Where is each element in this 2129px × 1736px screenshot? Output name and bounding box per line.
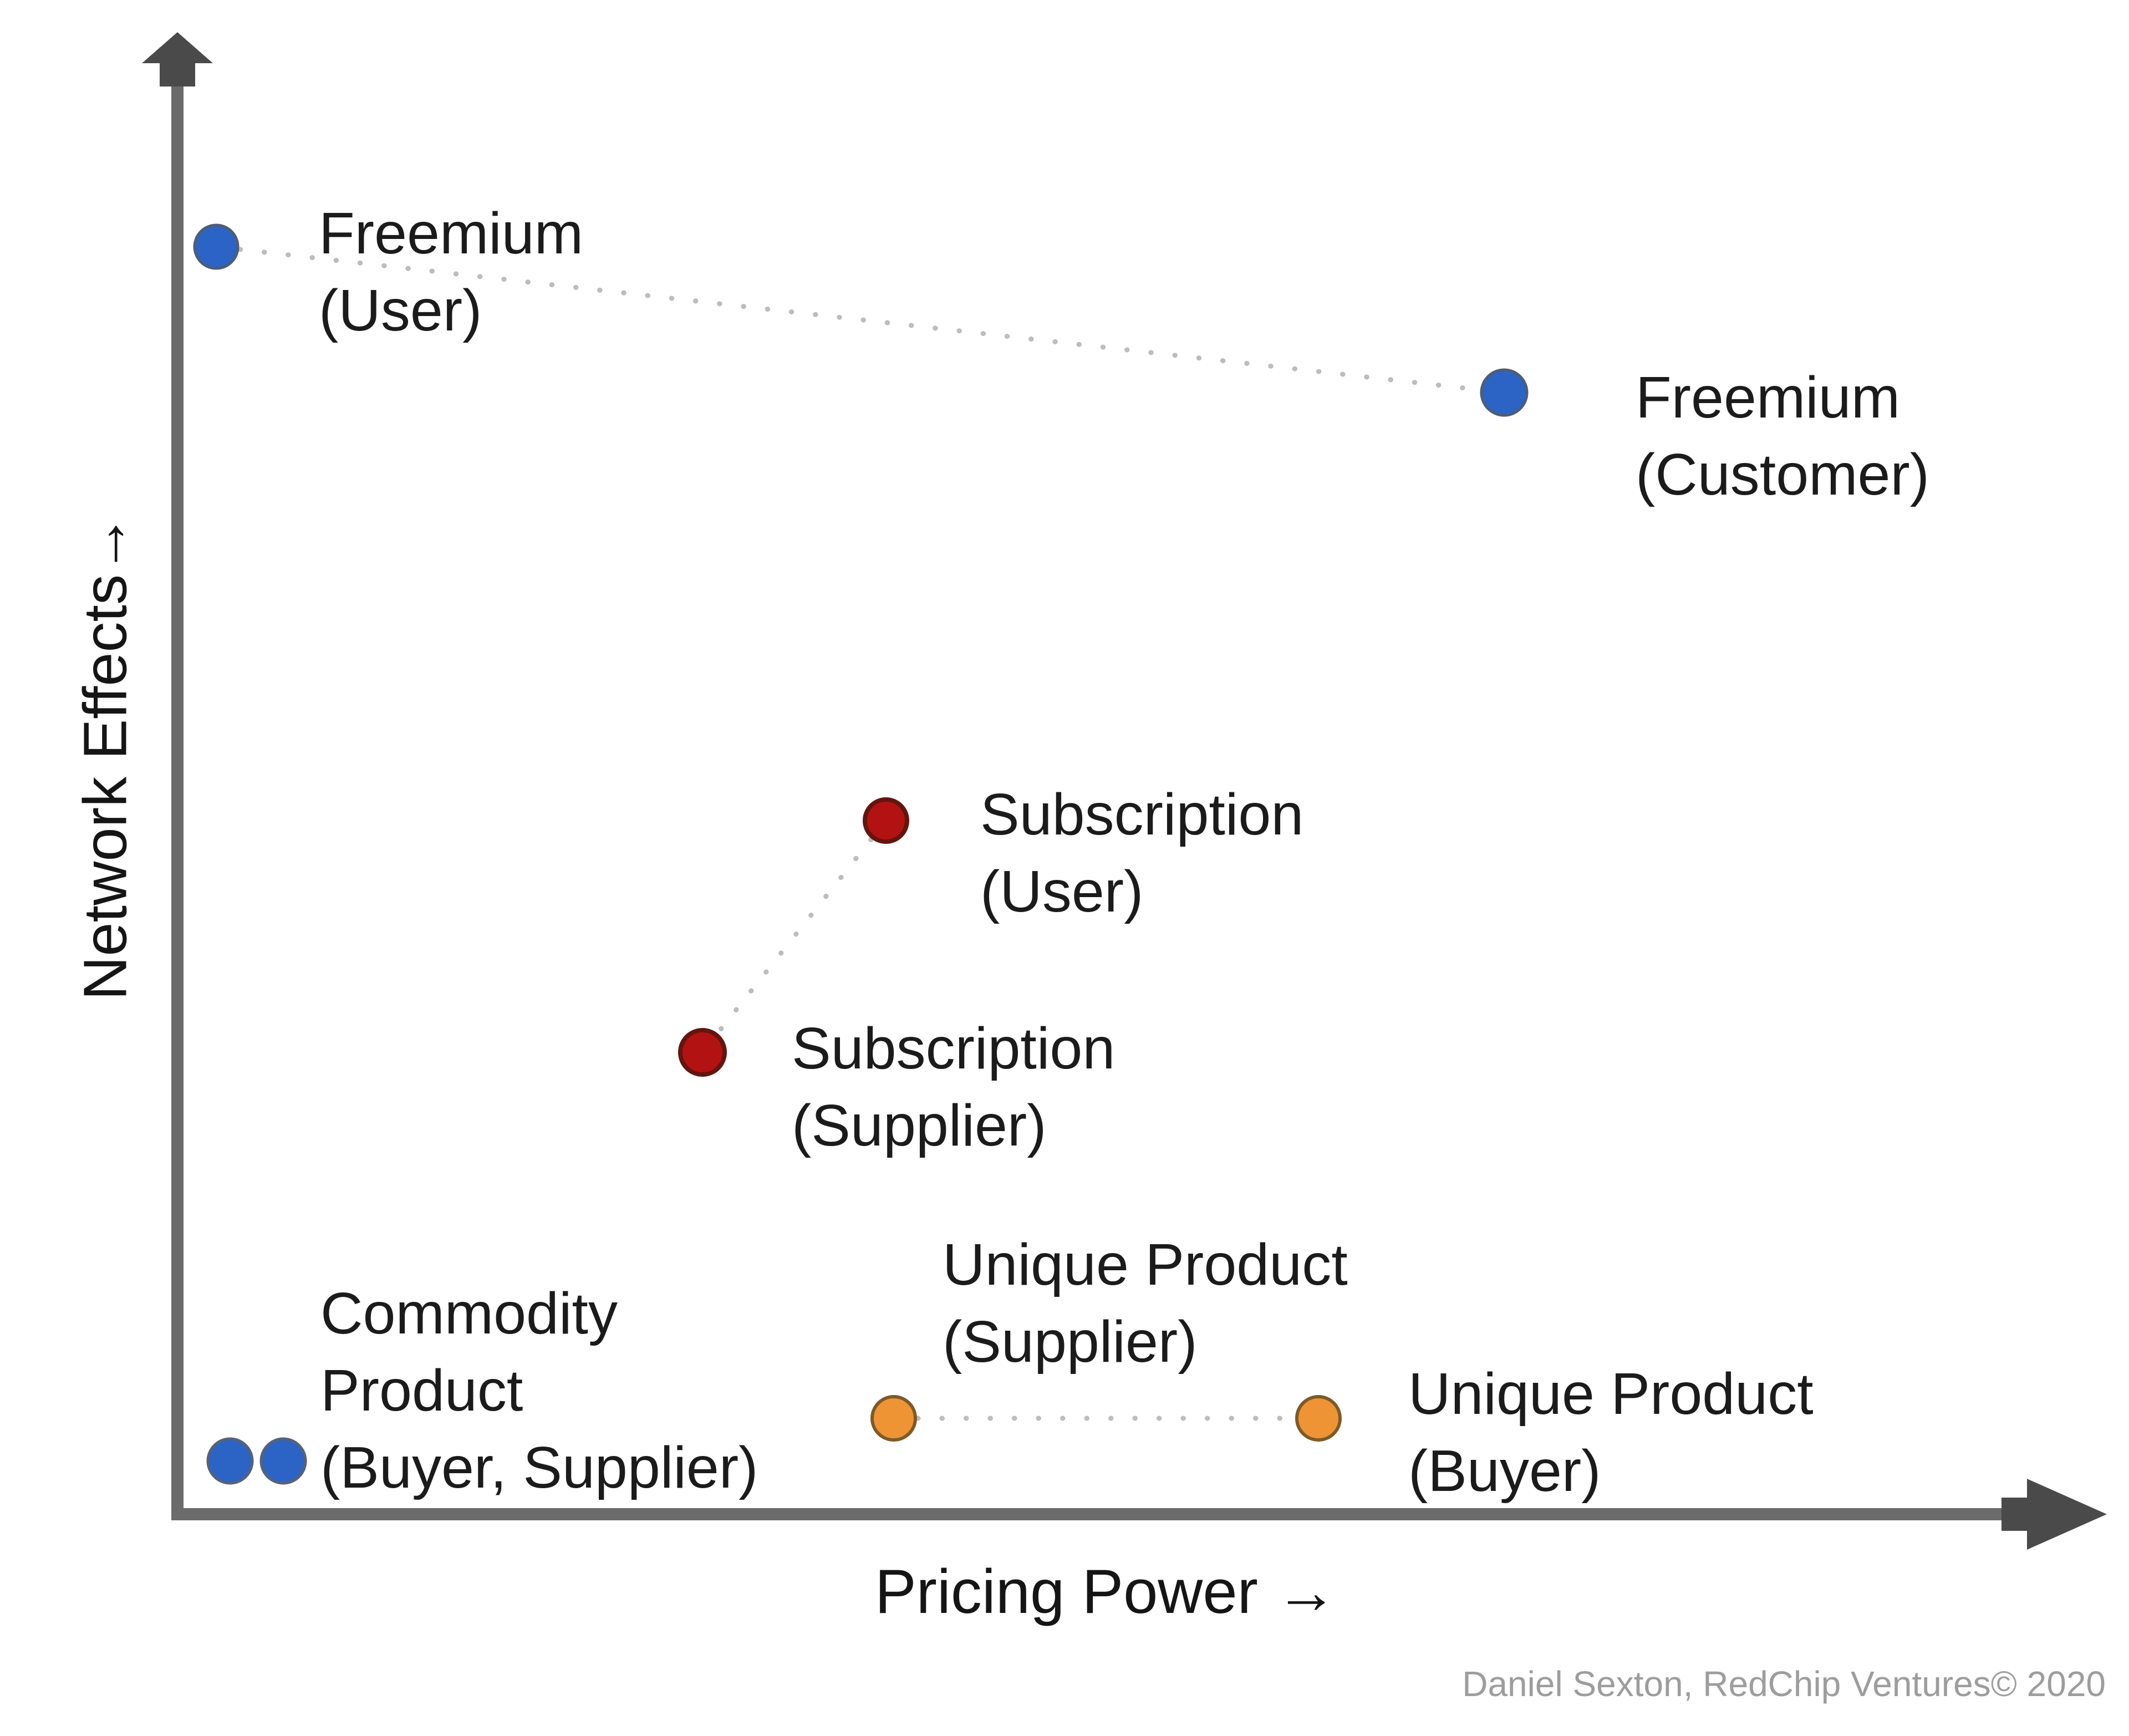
x-axis-arrow-icon xyxy=(2001,1479,2107,1550)
point-label-line: Subscription xyxy=(980,782,1304,847)
point-label-line: Freemium xyxy=(319,201,584,266)
y-axis-label: Network Effects→ xyxy=(71,513,140,1001)
point-label-line: (Supplier) xyxy=(792,1093,1047,1158)
commodity-supplier-dot xyxy=(259,1437,307,1485)
point-label-line: Subscription xyxy=(792,1016,1116,1081)
point-label-unique-product-buyer: Unique Product (Buyer) xyxy=(1408,1356,1814,1510)
point-label-line: Commodity xyxy=(320,1281,618,1346)
point-label-line: Freemium xyxy=(1636,365,1901,430)
commodity-buyer-dot xyxy=(206,1437,254,1485)
y-axis-arrow-icon xyxy=(142,32,213,86)
point-label-unique-product-supplier: Unique Product (Supplier) xyxy=(943,1226,1348,1381)
point-label-subscription-user: Subscription (User) xyxy=(980,776,1303,930)
connector-freemium xyxy=(213,244,1507,395)
x-axis-label: Pricing Power → xyxy=(874,1557,1338,1626)
freemium-user-dot xyxy=(193,223,240,270)
point-label-line: (User) xyxy=(980,859,1144,924)
point-label-line: Unique Product xyxy=(943,1232,1348,1297)
point-label-subscription-supplier: Subscription (Supplier) xyxy=(792,1010,1115,1164)
subscription-user-dot xyxy=(863,797,909,844)
point-label-commodity-product: Commodity Product (Buyer, Supplier) xyxy=(320,1275,758,1506)
connector-subscription xyxy=(700,818,889,1055)
attribution-text: Daniel Sexton, RedChip Ventures© 2020 xyxy=(1462,1664,2106,1704)
connector-layer xyxy=(213,244,1507,1421)
point-label-line: (Buyer, Supplier) xyxy=(320,1435,758,1500)
point-label-line: (Buyer) xyxy=(1408,1438,1601,1504)
point-label-freemium-customer: Freemium (Customer) xyxy=(1636,359,1929,513)
point-label-freemium-user: Freemium (User) xyxy=(319,195,583,349)
subscription-supplier-dot xyxy=(678,1028,727,1077)
dot-layer xyxy=(193,223,1529,1485)
unique-buyer-dot xyxy=(1295,1395,1342,1442)
point-label-line: (Customer) xyxy=(1636,442,1930,507)
freemium-customer-dot xyxy=(1480,368,1529,417)
point-label-line: (User) xyxy=(319,278,482,343)
point-label-line: Product xyxy=(320,1358,523,1423)
point-label-line: Unique Product xyxy=(1408,1361,1814,1427)
point-label-line: (Supplier) xyxy=(943,1309,1198,1374)
unique-supplier-dot xyxy=(870,1395,917,1442)
